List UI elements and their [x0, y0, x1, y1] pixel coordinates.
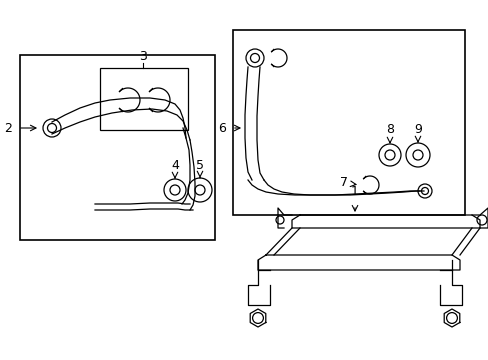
- Text: 4: 4: [171, 159, 179, 172]
- Text: 1: 1: [350, 185, 358, 198]
- Bar: [232, 30, 464, 215]
- Text: 9: 9: [413, 123, 421, 136]
- Text: 2: 2: [4, 122, 12, 135]
- Text: 6: 6: [218, 122, 225, 135]
- Text: 8: 8: [385, 123, 393, 136]
- Text: 7: 7: [339, 175, 347, 189]
- Text: 3: 3: [139, 50, 146, 63]
- Bar: [20, 55, 215, 240]
- Text: 5: 5: [196, 159, 203, 172]
- Bar: [100, 68, 187, 130]
